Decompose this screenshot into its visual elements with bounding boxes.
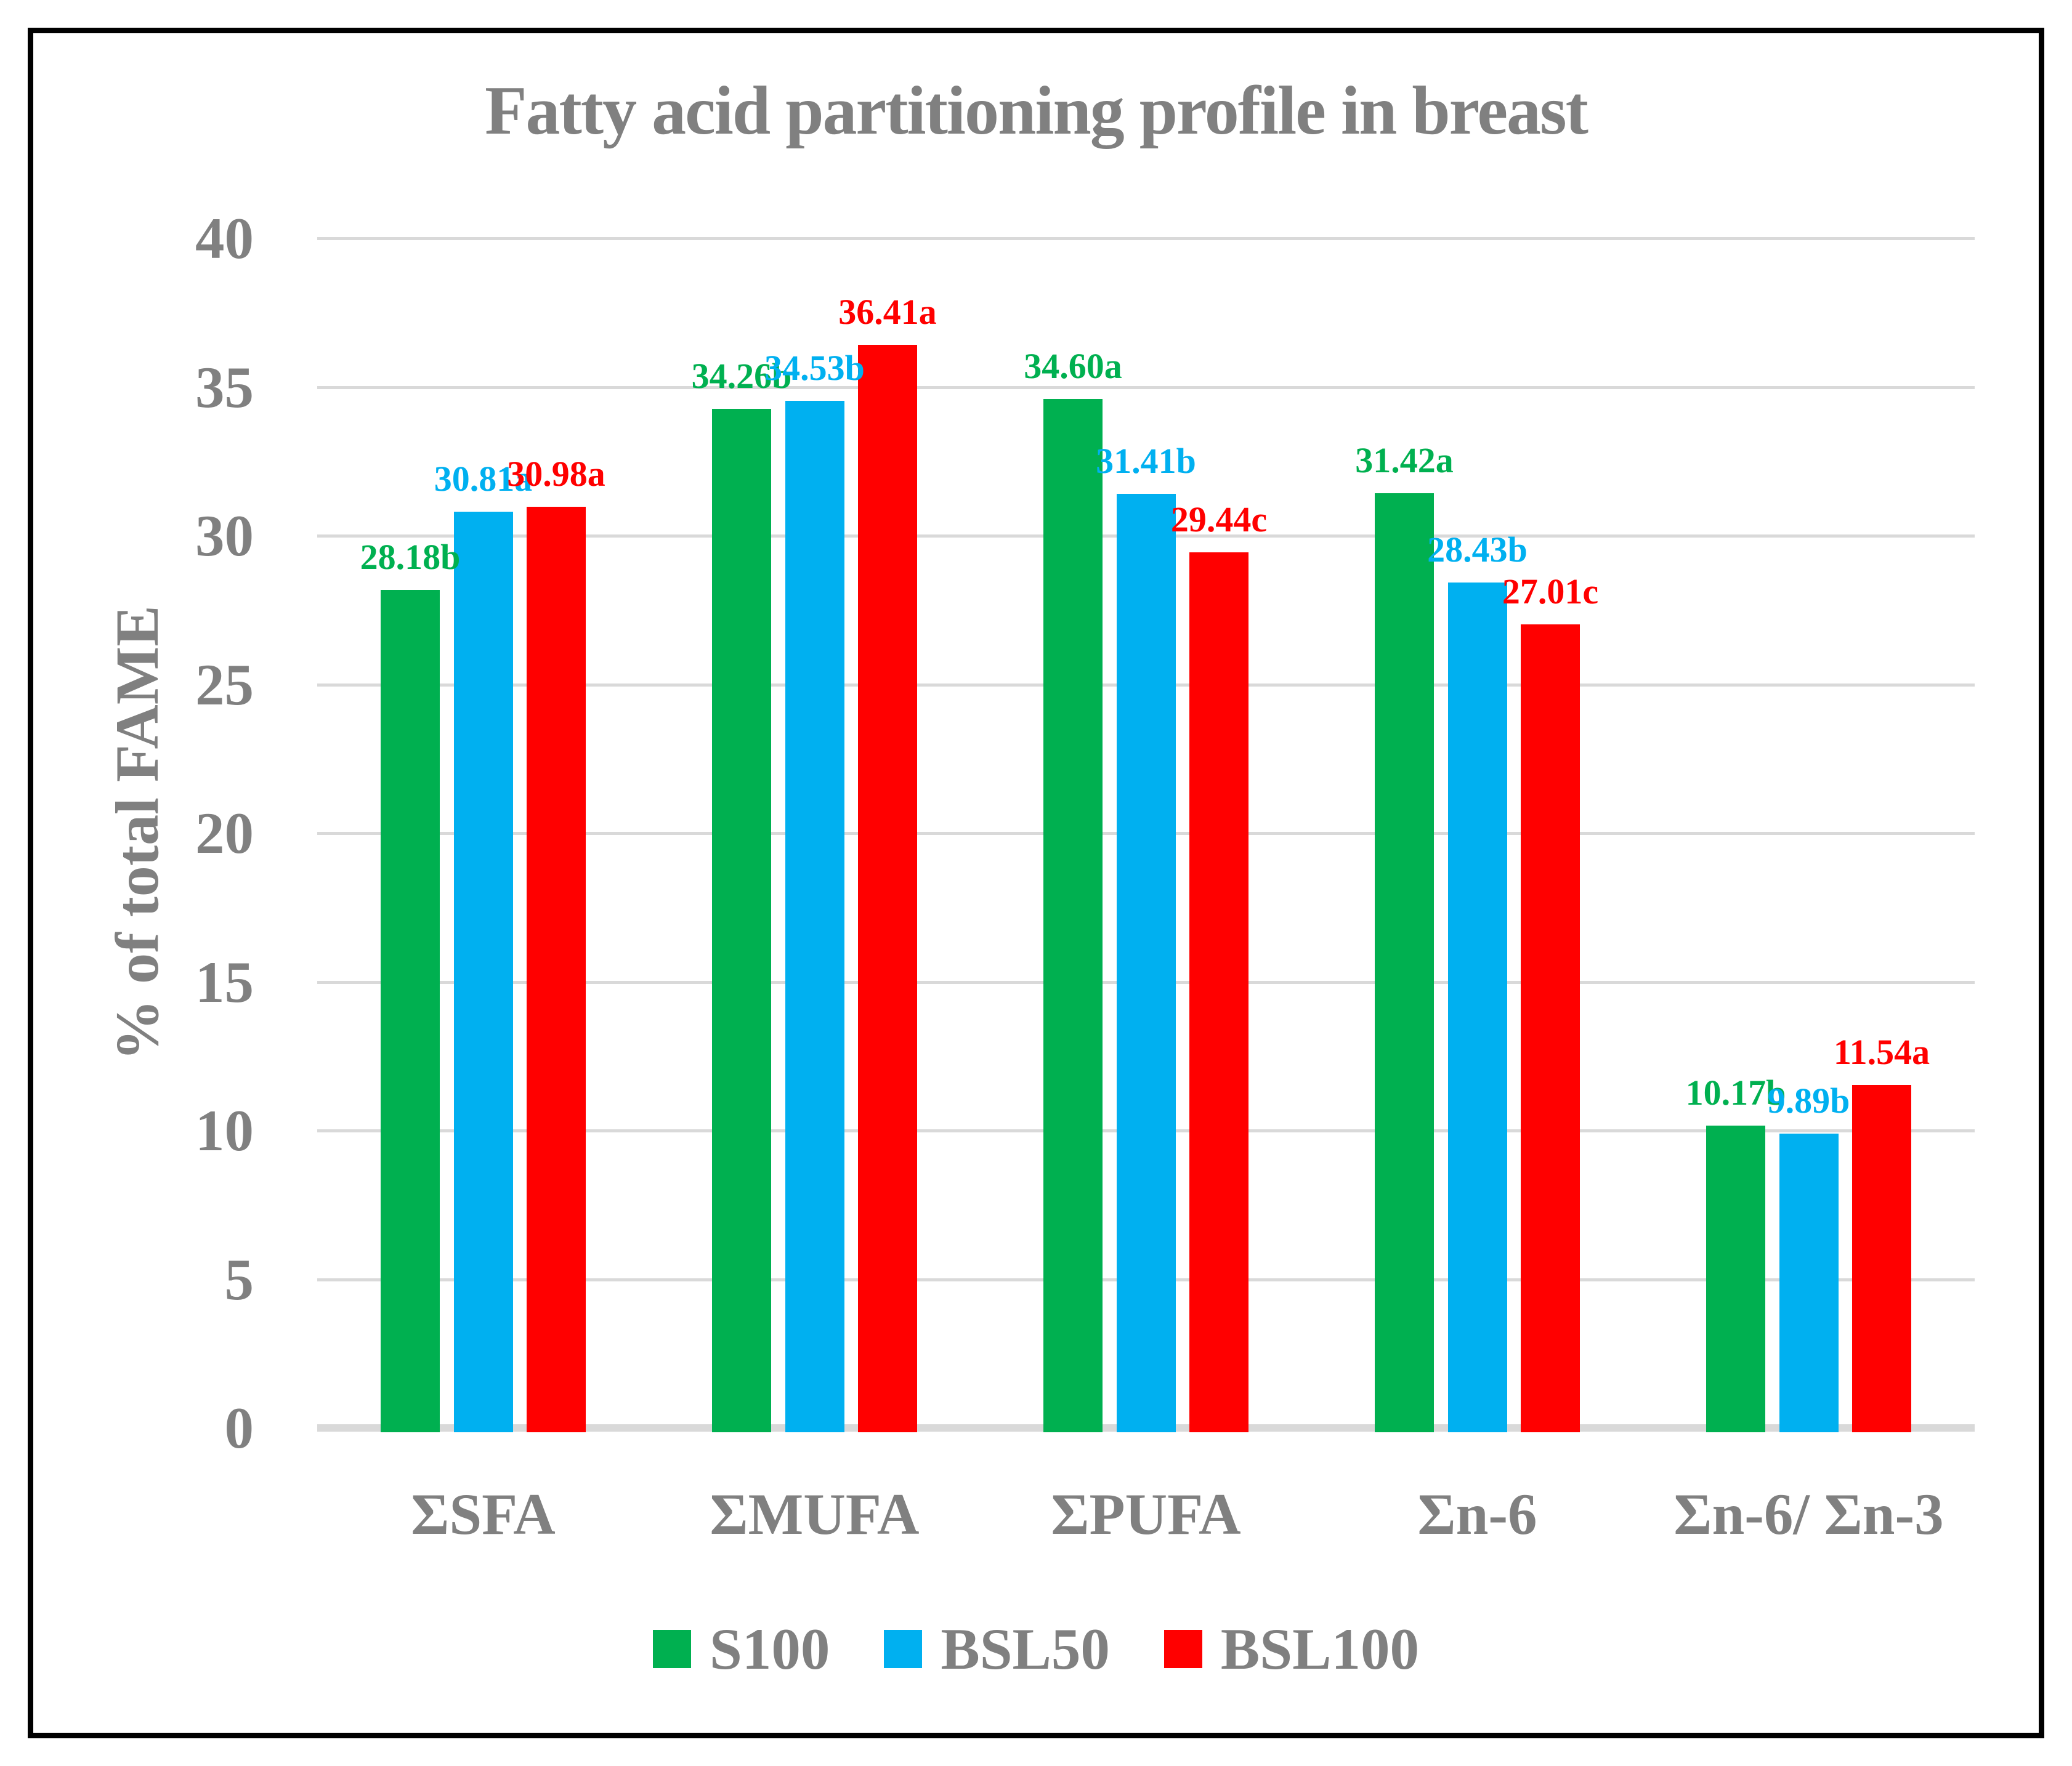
y-tick-label-35: 35 xyxy=(195,354,254,420)
bar xyxy=(858,345,917,1432)
bar-value-label: 9.89b xyxy=(1767,1081,1850,1121)
legend-item: S100 xyxy=(653,1616,830,1682)
x-category-label: Σn-6 xyxy=(1417,1482,1537,1547)
y-tick-label-40: 40 xyxy=(195,206,254,271)
legend-label: BSL100 xyxy=(1220,1616,1419,1682)
chart-border xyxy=(28,28,2044,1738)
bar-value-label: 30.98a xyxy=(507,453,605,494)
gridline-40 xyxy=(317,237,1975,240)
y-tick-label-30: 30 xyxy=(195,503,254,568)
bar-value-label: 10.17b xyxy=(1685,1072,1786,1113)
x-category-label: ΣMUFA xyxy=(710,1482,920,1547)
y-tick-label-25: 25 xyxy=(195,651,254,717)
legend-label: S100 xyxy=(710,1616,830,1682)
bar xyxy=(1116,493,1176,1432)
x-category-label: ΣSFA xyxy=(411,1482,556,1547)
bar xyxy=(453,511,513,1432)
chart-title: Fatty acid partitioning profile in breas… xyxy=(485,73,1588,149)
bar-value-label: 36.41a xyxy=(838,292,937,333)
bar xyxy=(785,401,844,1432)
x-category-label: Σn-6/ Σn-3 xyxy=(1673,1482,1944,1547)
legend: S100 BSL50 BSL100 xyxy=(0,1618,2072,1680)
bar-value-label: 31.41b xyxy=(1096,440,1196,481)
bar xyxy=(1521,624,1580,1432)
legend-item: BSL50 xyxy=(884,1616,1110,1682)
legend-item: BSL100 xyxy=(1163,1616,1419,1682)
bar xyxy=(381,589,440,1432)
bar xyxy=(527,506,586,1432)
legend-label: BSL50 xyxy=(941,1616,1110,1682)
bar xyxy=(1706,1125,1765,1432)
bar-value-label: 34.26b xyxy=(691,356,792,397)
bar-value-label: 29.44c xyxy=(1170,499,1268,540)
bar-value-label: 31.42a xyxy=(1355,440,1454,481)
y-tick-label-5: 5 xyxy=(224,1246,254,1312)
bar xyxy=(1043,398,1103,1432)
bar-value-label: 34.60a xyxy=(1024,345,1122,386)
y-tick-label-10: 10 xyxy=(195,1098,254,1163)
bar xyxy=(1189,552,1248,1432)
x-category-label: ΣPUFA xyxy=(1051,1482,1241,1547)
bar-value-label: 28.18b xyxy=(360,536,461,577)
bar xyxy=(1779,1134,1839,1432)
legend-swatch-icon xyxy=(653,1630,691,1668)
bar-value-label: 30.81a xyxy=(434,458,533,499)
bar xyxy=(1447,582,1507,1432)
legend-swatch-icon xyxy=(1163,1630,1202,1668)
y-tick-label-0: 0 xyxy=(224,1395,254,1461)
y-tick-label-15: 15 xyxy=(195,949,254,1015)
bar xyxy=(1852,1084,1911,1432)
gridline-35 xyxy=(317,385,1975,389)
bar xyxy=(1375,493,1434,1432)
bar-value-label: 28.43b xyxy=(1427,529,1528,570)
bar-value-label: 34.53b xyxy=(764,348,865,389)
bar-value-label: 27.01c xyxy=(1502,571,1599,612)
legend-swatch-icon xyxy=(884,1630,923,1668)
y-tick-label-20: 20 xyxy=(195,800,254,866)
bar-value-label: 11.54a xyxy=(1833,1031,1930,1072)
bar xyxy=(712,409,771,1432)
